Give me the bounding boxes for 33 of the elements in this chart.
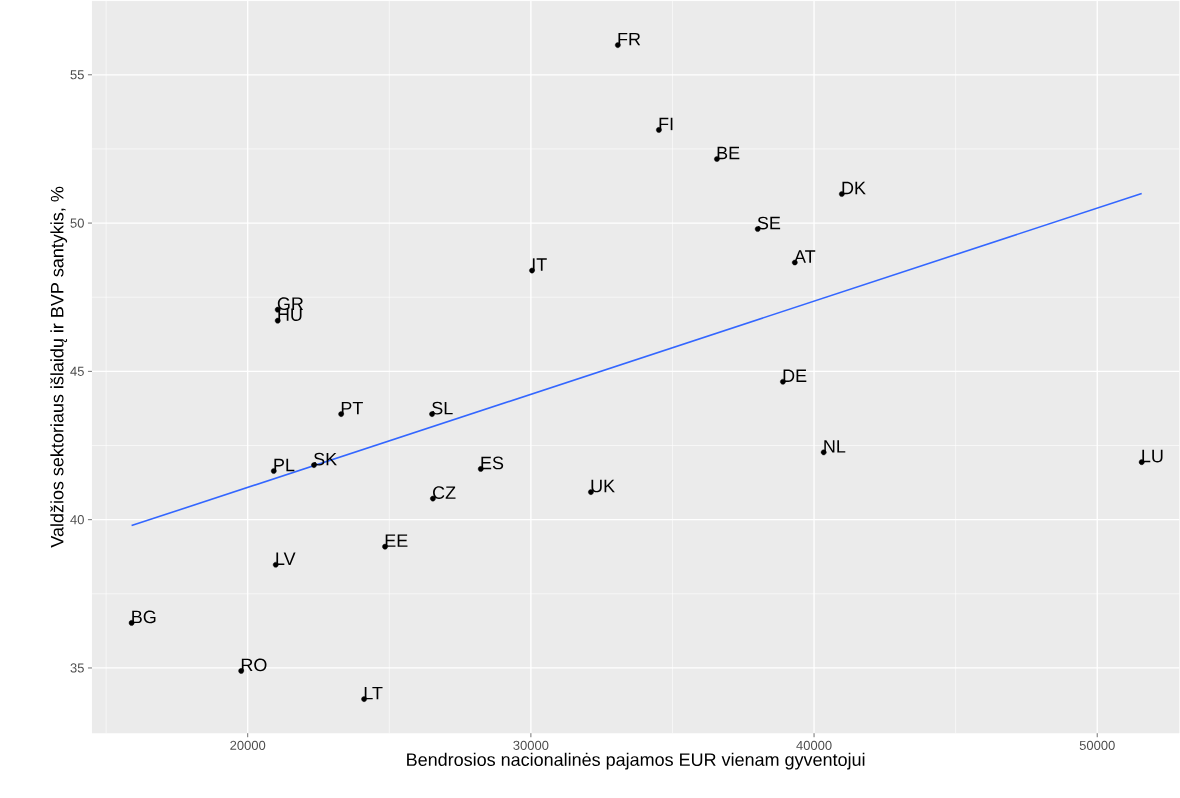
annotation: IT [532,258,547,271]
x-axis-title: Bendrosios nacionalinės pajamos EUR vienam gyventojui [407,752,865,770]
annotation: FI [659,117,673,131]
y-tick-label: 55 [70,70,84,80]
y-tick-label: 40 [70,514,84,525]
annotation: LV [276,552,296,565]
annotation: FR [618,32,641,46]
x-tick-label: 20000 [230,740,266,750]
annotation: DK [842,181,866,195]
annotation: GR [277,297,304,310]
annotation: SL [432,401,453,415]
annotation: NL [824,440,846,453]
annotation: LU [1142,449,1163,463]
x-tick-label: 30000 [513,740,549,750]
annotation: ES [481,456,504,470]
annotation: DE [783,369,807,382]
annotation: SE [757,216,781,230]
annotation: EE [385,534,408,547]
annotation: CZ [433,486,456,499]
annotation: BG [132,610,156,624]
annotation: AT [794,250,816,263]
annotation: PL [274,458,295,472]
y-tick-label: 45 [70,366,84,376]
annotation: BE [717,146,740,160]
annotation: LT [364,686,383,700]
annotation: RO [241,658,267,672]
annotation: UK [591,479,615,493]
y-tick-label: 35 [70,663,84,673]
x-tick-label: 40000 [796,740,832,750]
y-axis-title: Valdžios sektoriaus išlaidų ir BVP santykis, % [50,186,68,548]
y-tick-label: 50 [70,218,84,228]
annotation: PT [341,401,363,415]
x-tick-label: 50000 [1079,740,1115,750]
